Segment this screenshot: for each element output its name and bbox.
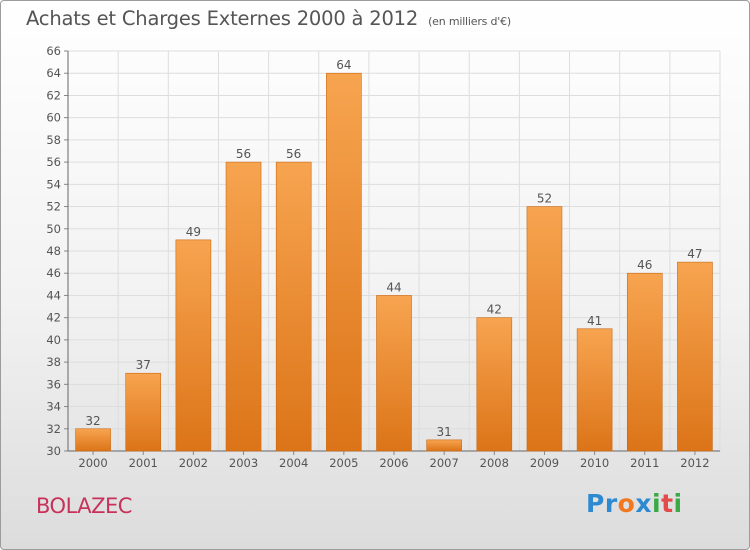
x-tick-label: 2003 — [229, 456, 258, 470]
bar-2000 — [75, 428, 111, 452]
y-tick-label: 32 — [46, 422, 61, 436]
x-tick-label: 2000 — [78, 456, 107, 470]
data-label-2001: 37 — [136, 358, 151, 372]
y-tick-label: 52 — [46, 200, 61, 214]
y-tick-label: 44 — [46, 288, 61, 302]
chart-unit-note: (en milliers d'€) — [428, 15, 511, 28]
bars — [75, 72, 713, 452]
y-tick-label: 46 — [46, 266, 61, 280]
y-tick-label: 36 — [46, 377, 61, 391]
data-label-2004: 56 — [286, 147, 301, 161]
y-tick-label: 48 — [46, 244, 61, 258]
x-tick-label: 2004 — [279, 456, 308, 470]
bar-2005 — [326, 72, 362, 452]
data-label-2009: 52 — [537, 192, 552, 206]
bar-2001 — [125, 372, 162, 452]
bar-2006 — [376, 295, 412, 452]
bar-2010 — [576, 328, 613, 452]
bar-2003 — [225, 161, 262, 452]
y-tick-label: 60 — [46, 111, 61, 125]
bar-2004 — [275, 161, 312, 452]
y-tick-label: 30 — [46, 444, 61, 458]
x-tick-label: 2010 — [580, 456, 609, 470]
chart-title: Achats et Charges Externes 2000 à 2012 (e… — [26, 7, 511, 30]
data-label-2000: 32 — [85, 414, 100, 428]
y-tick-label: 66 — [46, 44, 61, 58]
data-label-2011: 46 — [637, 258, 652, 272]
bar-2011 — [626, 272, 663, 452]
x-tick-labels: 2000 2001 2002 2003 2004 2005 2006 2007 2008 2009… — [78, 456, 709, 470]
chart-title-text: Achats et Charges Externes 2000 à 2012 — [26, 7, 419, 30]
data-label-2010: 41 — [587, 314, 602, 328]
y-tick-label: 38 — [46, 355, 61, 369]
x-tick-label: 2001 — [129, 456, 158, 470]
bar-2012 — [677, 261, 713, 452]
x-tick-label: 2005 — [329, 456, 358, 470]
y-tick-label: 34 — [46, 400, 61, 414]
y-tick-label: 56 — [46, 155, 61, 169]
x-tick-label: 2012 — [680, 456, 709, 470]
x-tick-label: 2009 — [530, 456, 559, 470]
bar-2002 — [175, 239, 212, 452]
data-label-2002: 49 — [186, 225, 201, 239]
y-tick-label: 50 — [46, 222, 61, 236]
x-tick-label: 2006 — [379, 456, 408, 470]
bar-2008 — [476, 317, 513, 452]
data-label-2003: 56 — [236, 147, 251, 161]
data-labels: 32 37 49 56 56 64 44 31 42 52 41 46 47 — [85, 58, 702, 439]
x-tick-label: 2008 — [480, 456, 509, 470]
data-label-2005: 64 — [336, 58, 351, 72]
x-tick-label: 2002 — [179, 456, 208, 470]
proxiti-logo: Proxiti — [586, 489, 683, 518]
data-label-2012: 47 — [687, 247, 702, 261]
data-label-2006: 44 — [386, 280, 401, 294]
commune-name: BOLAZEC — [36, 494, 132, 518]
y-tick-label: 42 — [46, 311, 61, 325]
y-tick-label: 64 — [46, 66, 61, 80]
bar-2009 — [526, 206, 563, 452]
data-label-2007: 31 — [437, 425, 452, 439]
bar-2007 — [426, 439, 462, 452]
y-tick-labels: 30 32 34 36 38 40 42 44 46 48 50 52 54 56 58 60 62 64 66 — [46, 44, 61, 458]
y-tick-label: 62 — [46, 88, 61, 102]
y-tick-label: 54 — [46, 177, 61, 191]
x-tick-label: 2011 — [630, 456, 659, 470]
data-label-2008: 42 — [487, 303, 502, 317]
x-tick-label: 2007 — [430, 456, 459, 470]
y-tick-label: 40 — [46, 333, 61, 347]
y-tick-label: 58 — [46, 133, 61, 147]
